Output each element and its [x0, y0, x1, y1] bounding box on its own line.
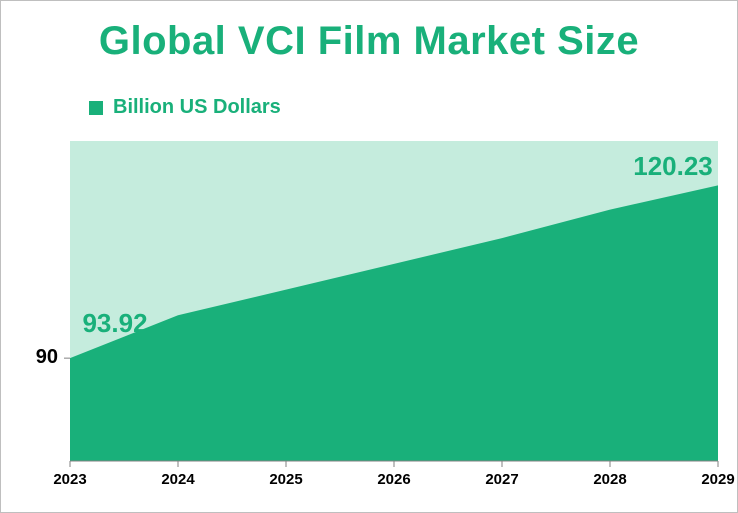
data-point-label: 120.23 [633, 151, 713, 182]
chart-title: Global VCI Film Market Size [1, 19, 737, 64]
x-axis-tick-label: 2029 [701, 471, 734, 488]
data-point-label: 93.92 [82, 308, 147, 339]
x-axis-tick-label: 2028 [593, 471, 626, 488]
legend-label: Billion US Dollars [113, 96, 281, 119]
x-axis-tick-label: 2024 [161, 471, 194, 488]
x-axis-tick-label: 2025 [269, 471, 302, 488]
x-axis-tick-label: 2023 [53, 471, 86, 488]
legend-swatch [89, 101, 103, 115]
chart-frame: Global VCI Film Market Size Billion US D… [0, 0, 738, 513]
x-axis-tick-label: 2027 [485, 471, 518, 488]
y-axis-tick-label: 90 [16, 346, 58, 369]
legend: Billion US Dollars [89, 96, 281, 119]
x-axis-tick-label: 2026 [377, 471, 410, 488]
chart-area: 90202320242025202620272028202993.92120.2… [16, 141, 724, 496]
